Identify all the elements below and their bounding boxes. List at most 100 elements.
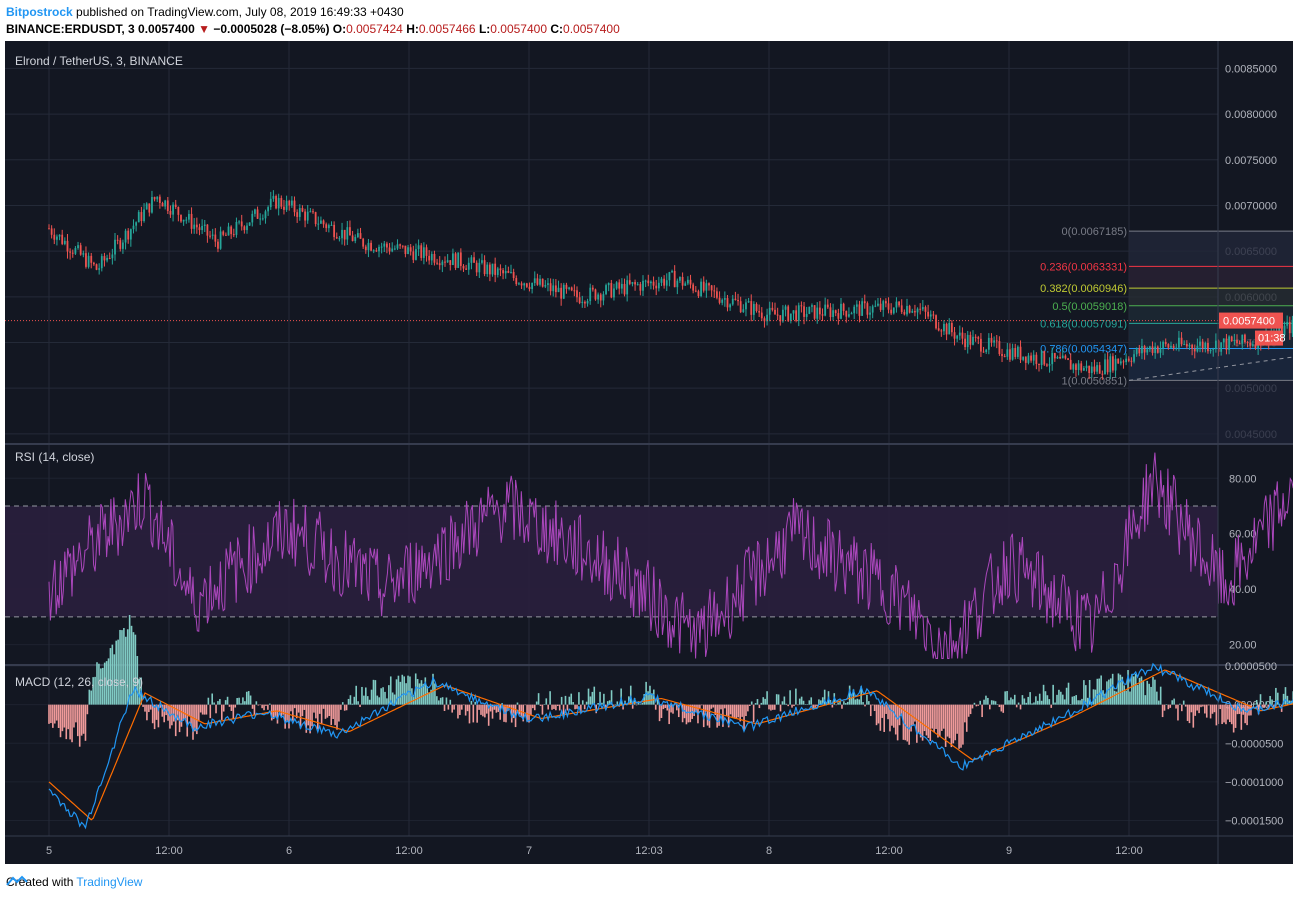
- macd-hist-bar: [925, 704, 928, 736]
- macd-hist-bar: [524, 704, 526, 706]
- macd-hist-bar: [428, 692, 430, 705]
- candle-body: [444, 261, 446, 263]
- candle-body: [1061, 355, 1064, 359]
- macd-hist-bar: [63, 704, 66, 728]
- candle-body: [937, 328, 940, 331]
- macd-hist-bar: [681, 704, 684, 723]
- candle-body: [676, 280, 679, 288]
- macd-hist-bar: [791, 704, 793, 708]
- macd-hist-bar: [389, 676, 392, 705]
- author-link[interactable]: Bitpostrock: [6, 5, 73, 19]
- candle-body: [1291, 319, 1293, 334]
- macd-hist-bar: [831, 704, 834, 708]
- candle-body: [879, 303, 882, 310]
- macd-hist-bar: [1255, 699, 1258, 705]
- candle-body: [309, 211, 312, 213]
- macd-hist-bar: [910, 704, 912, 732]
- macd-hist-bar: [1292, 691, 1293, 705]
- candle-body: [320, 220, 322, 224]
- macd-hist-bar: [1146, 680, 1149, 705]
- macd-hist-bar: [299, 704, 302, 729]
- candle-body: [1048, 364, 1051, 366]
- macd-hist-bar: [1123, 685, 1125, 705]
- candle-body: [251, 213, 254, 223]
- macd-hist-bar: [1140, 676, 1143, 705]
- macd-hist-bar: [372, 679, 375, 705]
- candle-body: [1040, 351, 1043, 366]
- macd-hist-bar: [255, 701, 258, 705]
- macd-hist-bar: [222, 704, 225, 712]
- macd-hist-bar: [612, 704, 615, 706]
- macd-hist-bar: [105, 661, 108, 705]
- macd-hist-bar: [747, 704, 749, 712]
- macd-hist-bar: [990, 700, 993, 705]
- candle-body: [1088, 365, 1091, 373]
- macd-hist-bar: [1246, 704, 1248, 726]
- macd-hist-bar: [758, 704, 761, 709]
- macd-hist-bar: [1142, 681, 1145, 705]
- macd-hist-bar: [1229, 704, 1231, 723]
- candle-body: [665, 280, 668, 286]
- macd-hist-bar: [985, 695, 987, 705]
- macd-hist-bar: [101, 667, 104, 705]
- candle-body: [1141, 346, 1143, 354]
- candle-body: [990, 337, 993, 343]
- macd-hist-bar: [123, 628, 125, 705]
- macd-hist-bar: [677, 704, 680, 718]
- macd-hist-bar: [562, 704, 565, 716]
- candle-body: [884, 301, 887, 304]
- macd-hist-bar: [478, 704, 480, 710]
- candle-body: [895, 301, 898, 308]
- candle-body: [135, 222, 138, 226]
- candle-body: [935, 315, 937, 329]
- candle-body: [1014, 348, 1017, 357]
- macd-hist-bar: [236, 698, 238, 705]
- candle-body: [866, 303, 869, 315]
- candle-body: [372, 250, 375, 252]
- macd-hist-bar: [850, 698, 853, 705]
- candle-body: [351, 235, 354, 242]
- tradingview-link[interactable]: TradingView: [76, 875, 143, 889]
- macd-hist-bar: [795, 688, 797, 705]
- chart-svg[interactable]: 0.0085000 0.0080000 0.0075000 0.0070000 0.00…: [5, 41, 1293, 864]
- macd-hist-bar: [395, 679, 398, 705]
- candle-body: [610, 283, 613, 298]
- macd-hist-bar: [777, 694, 780, 705]
- macd-hist-bar: [958, 704, 960, 749]
- rsi-axis-tick: 80.00: [1229, 473, 1257, 485]
- macd-hist-bar: [1157, 700, 1160, 705]
- candle-body: [269, 198, 272, 208]
- macd-hist-bar: [424, 677, 427, 705]
- macd-hist-bar: [1211, 704, 1214, 714]
- macd-hist-bar: [349, 695, 352, 705]
- macd-hist-bar: [530, 704, 532, 716]
- candle-body: [520, 283, 523, 286]
- macd-hist-bar: [1271, 699, 1273, 705]
- macd-hist-bar: [987, 697, 989, 705]
- candle-body: [882, 301, 885, 310]
- macd-hist-bar: [541, 704, 544, 715]
- fib-zone: [1129, 266, 1293, 289]
- macd-hist-bar: [737, 704, 740, 718]
- candle-body: [694, 290, 697, 292]
- candle-body: [1162, 341, 1164, 349]
- candle-body: [755, 304, 758, 312]
- macd-hist-bar: [384, 691, 386, 705]
- macd-hist-bar: [1083, 680, 1085, 705]
- candle-body: [673, 270, 676, 288]
- macd-hist-bar: [846, 701, 849, 705]
- macd-hist-bar: [812, 704, 814, 709]
- macd-hist-bar: [474, 701, 477, 705]
- macd-hist-bar: [357, 701, 359, 705]
- candle-body: [375, 250, 378, 252]
- chart-area[interactable]: 0.0085000 0.0080000 0.0075000 0.0070000 0.00…: [5, 41, 1293, 864]
- macd-hist-bar: [1006, 691, 1008, 705]
- candle-body: [594, 289, 597, 300]
- macd-hist-bar: [445, 697, 448, 705]
- candle-body: [721, 299, 724, 303]
- candle-body: [1027, 355, 1030, 363]
- candle-body: [1104, 359, 1106, 375]
- macd-hist-bar: [662, 704, 665, 710]
- macd-hist-bar: [599, 691, 601, 705]
- macd-hist-bar: [194, 704, 196, 732]
